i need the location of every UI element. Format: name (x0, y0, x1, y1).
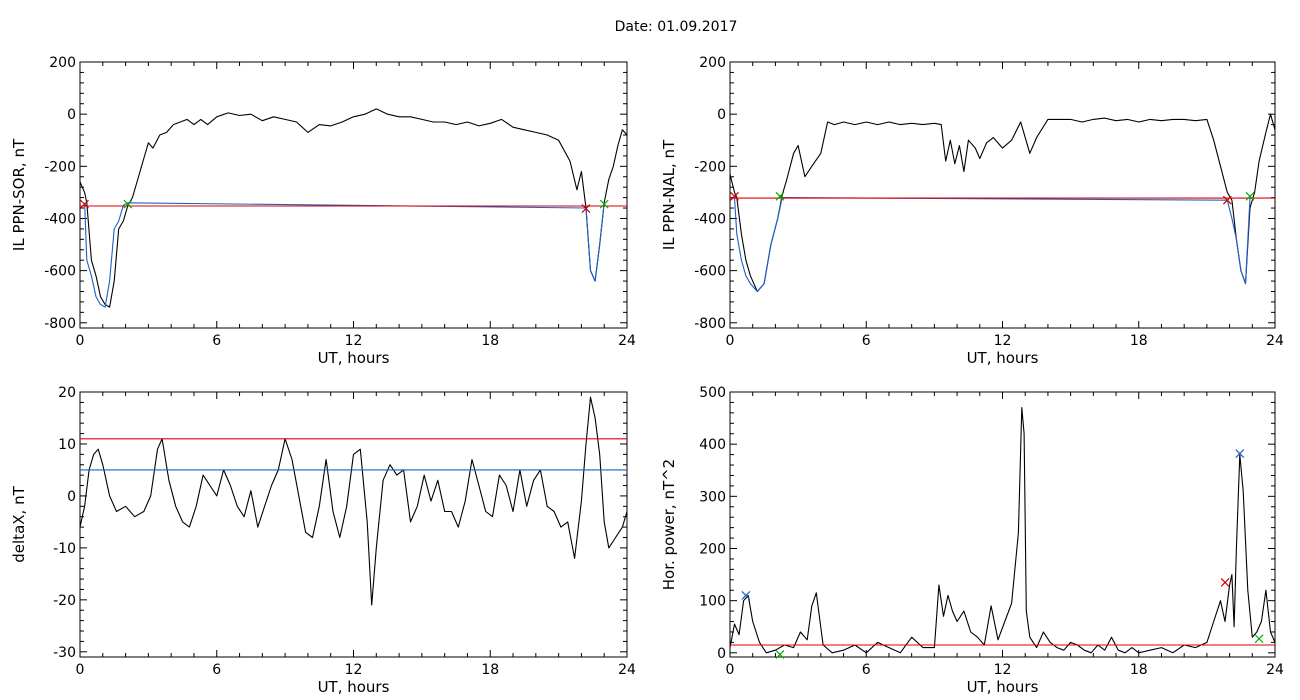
marker-stroke (123, 199, 133, 209)
x-tick-label: 18 (1130, 333, 1148, 349)
x-tick-label: 18 (481, 662, 499, 678)
y-tick-label: -20 (53, 593, 76, 609)
x-tick-label: 0 (76, 333, 85, 349)
plot-frame (729, 61, 1276, 329)
y-tick-label: 0 (67, 107, 76, 123)
marker-stroke (581, 204, 591, 213)
y-tick-label: 100 (699, 594, 726, 610)
marker-point (599, 199, 609, 209)
marker-stroke (1222, 195, 1232, 205)
marker-point (775, 649, 785, 659)
x-axis-title: UT, hours (318, 678, 390, 696)
marker-stroke (775, 649, 785, 659)
marker-point (123, 199, 133, 209)
y-tick-label: 400 (699, 437, 726, 453)
x-tick-label: 0 (726, 662, 735, 678)
marker-stroke (80, 199, 89, 209)
y-axis-title: Hor. power, nT^2 (660, 459, 678, 590)
y-tick-label: -10 (53, 541, 76, 557)
series-line-1 (730, 113, 1275, 293)
plot-frame (79, 61, 628, 329)
y-tick-label: 200 (699, 541, 726, 557)
y-tick-label: 20 (58, 385, 76, 401)
series-line-1 (80, 396, 627, 606)
y-tick-label: 0 (67, 489, 76, 505)
marker-point (1220, 577, 1230, 587)
x-tick-label: 24 (1266, 333, 1284, 349)
marker-point (730, 191, 739, 201)
series-line-1 (730, 407, 1275, 654)
x-tick-label: 24 (1266, 662, 1284, 678)
y-axis-title: deltaX, nT (10, 485, 28, 562)
plot-frame (729, 391, 1276, 658)
y-axis-title: IL PPN-SOR, nT (10, 138, 28, 251)
marker-stroke (1254, 634, 1264, 644)
plot-frame (79, 391, 628, 658)
y-tick-label: -200 (694, 159, 726, 175)
marker-stroke (1245, 191, 1255, 201)
marker-point (775, 191, 785, 201)
x-tick-label: 6 (862, 662, 871, 678)
x-tick-label: 12 (994, 662, 1012, 678)
y-tick-label: -400 (694, 211, 726, 227)
y-tick-label: 0 (717, 646, 726, 662)
marker-point (80, 199, 89, 209)
marker-stroke (741, 591, 751, 600)
series-group (730, 113, 1275, 293)
x-axis-title: UT, hours (967, 349, 1039, 367)
x-tick-label: 6 (212, 662, 221, 678)
x-tick-label: 12 (994, 333, 1012, 349)
y-tick-label: 500 (699, 385, 726, 401)
marker-point (1254, 634, 1264, 644)
marker-point (1245, 191, 1255, 201)
series-group (80, 396, 627, 606)
series-group (730, 407, 1275, 654)
marker-point (581, 204, 591, 213)
x-tick-label: 0 (76, 662, 85, 678)
chart-panel-1: 0 6 12 18 24 200 0 -200 -400 -600 -800 UT, hours IL … (10, 55, 636, 367)
marker-point (741, 591, 751, 600)
x-axis-title: UT, hours (318, 349, 390, 367)
y-tick-label: -400 (44, 211, 76, 227)
marker-stroke (599, 199, 609, 209)
series-line-2 (733, 197, 1251, 293)
chart-panel-2: 0 6 12 18 24 200 0 -200 -400 -600 -800 UT, hours IL … (660, 55, 1284, 367)
x-tick-label: 12 (345, 333, 363, 349)
y-tick-label: 10 (58, 437, 76, 453)
y-tick-label: -600 (694, 264, 726, 280)
x-tick-label: 0 (726, 333, 735, 349)
y-tick-label: -600 (44, 264, 76, 280)
y-tick-label: -800 (694, 316, 726, 332)
x-tick-label: 18 (481, 333, 499, 349)
x-tick-label: 18 (1130, 662, 1148, 678)
x-tick-label: 24 (618, 333, 636, 349)
page-title: Date: 01.09.2017 (614, 19, 738, 35)
series-line-2 (84, 202, 605, 308)
x-tick-label: 12 (345, 662, 363, 678)
x-tick-label: 24 (618, 662, 636, 678)
x-tick-label: 6 (862, 333, 871, 349)
y-tick-label: -200 (44, 159, 76, 175)
marker-stroke (775, 191, 785, 201)
marker-stroke (1235, 449, 1245, 458)
y-axis-title: IL PPN-NAL, nT (660, 139, 678, 250)
y-tick-label: 200 (49, 55, 76, 71)
y-tick-label: 300 (699, 489, 726, 505)
marker-point (1235, 449, 1245, 458)
y-tick-label: -800 (44, 316, 76, 332)
marker-stroke (1220, 577, 1230, 587)
chart-panel-4: 0 6 12 18 24 500 400 300 200 100 0 UT, hours Hor. po… (660, 385, 1284, 696)
marker-stroke (730, 191, 739, 201)
y-tick-label: 200 (699, 55, 726, 71)
series-group (80, 108, 627, 308)
chart-panel-3: 0 6 12 18 24 20 10 0 -10 -20 -30 UT, hours deltaX, n… (10, 385, 636, 696)
y-tick-label: -30 (53, 645, 76, 661)
y-tick-label: 0 (717, 107, 726, 123)
x-tick-label: 6 (212, 333, 221, 349)
x-axis-title: UT, hours (967, 678, 1039, 696)
marker-point (1222, 195, 1232, 205)
